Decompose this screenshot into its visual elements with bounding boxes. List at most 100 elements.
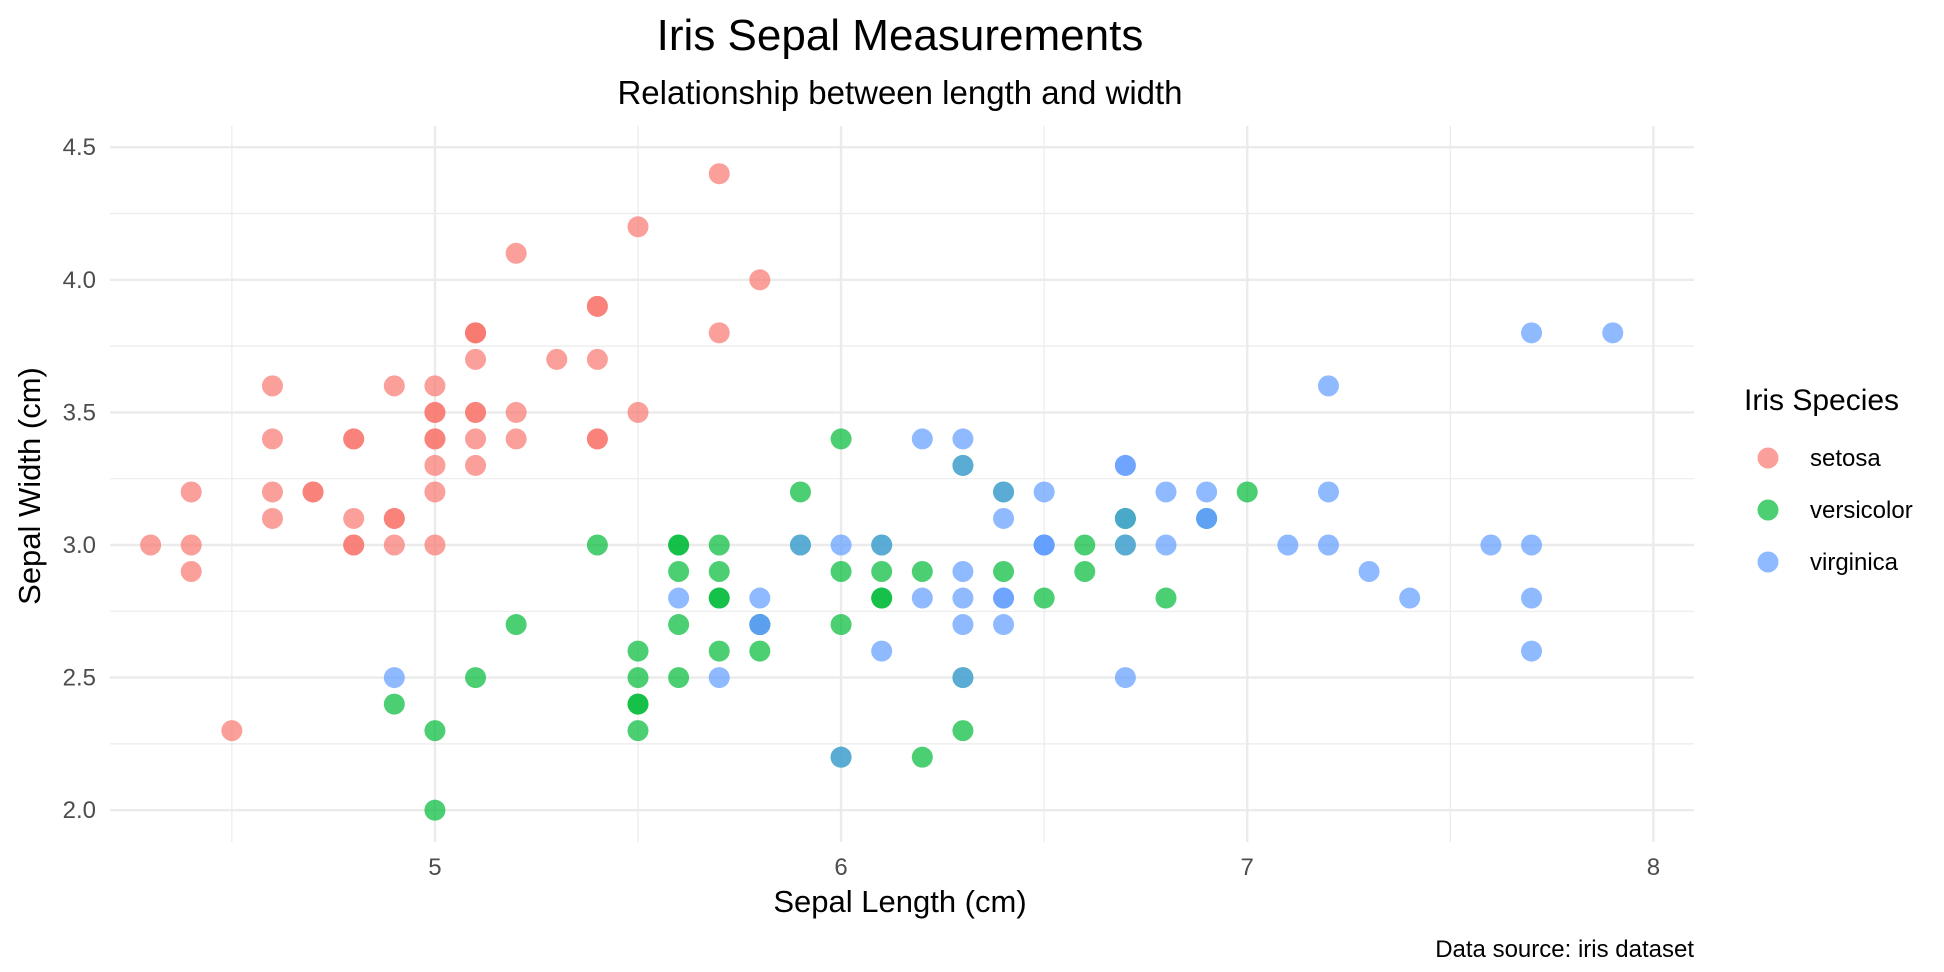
y-tick-label: 2.0 [63,797,96,824]
data-point-virginica [1114,534,1136,556]
data-point-setosa [424,428,446,450]
data-point-setosa [221,720,243,742]
data-point-virginica [708,667,730,689]
data-point-virginica [1033,534,1055,556]
data-point-versicolor [830,614,852,636]
data-point-virginica [749,587,771,609]
data-point-setosa [302,481,324,503]
data-point-versicolor [830,561,852,583]
data-point-setosa [708,322,730,344]
data-point-versicolor [708,561,730,583]
data-point-setosa [465,401,487,423]
data-point-setosa [465,454,487,476]
data-point-virginica [993,587,1015,609]
data-point-versicolor [1074,534,1096,556]
data-point-virginica [1114,667,1136,689]
data-point-virginica [1277,534,1299,556]
data-point-virginica [1521,322,1543,344]
data-point-setosa [505,428,527,450]
data-point-versicolor [789,481,811,503]
y-axis-title: Sepal Width (cm) [12,367,47,605]
data-point-versicolor [627,640,649,662]
data-point-versicolor [1074,561,1096,583]
data-point-virginica [871,534,893,556]
y-tick-label: 3.5 [63,399,96,426]
data-point-virginica [1480,534,1502,556]
x-axis-ticks: 5 6 7 8 [428,854,1660,881]
y-tick-label: 4.0 [63,267,96,294]
data-point-versicolor [708,640,730,662]
data-point-setosa [424,375,446,397]
chart-title: Iris Sepal Measurements [657,11,1144,60]
data-point-versicolor [911,746,933,768]
legend-key-versicolor [1757,499,1779,521]
legend-label-setosa: setosa [1810,445,1881,472]
data-point-versicolor [424,799,446,821]
data-point-virginica [1155,534,1177,556]
data-point-versicolor [627,693,649,715]
chart-subtitle: Relationship between length and width [617,74,1182,111]
data-point-virginica [952,454,974,476]
data-point-setosa [749,269,771,291]
data-point-setosa [424,401,446,423]
y-tick-label: 4.5 [63,134,96,161]
legend-key-virginica [1757,551,1779,573]
data-point-setosa [424,454,446,476]
data-point-setosa [627,401,649,423]
data-point-versicolor [465,667,487,689]
data-point-virginica [668,587,690,609]
data-point-setosa [343,428,365,450]
data-point-virginica [952,667,974,689]
data-point-setosa [586,295,608,317]
data-point-virginica [749,614,771,636]
data-point-virginica [993,614,1015,636]
data-point-versicolor [830,428,852,450]
data-point-virginica [993,507,1015,529]
data-point-versicolor [627,667,649,689]
data-point-versicolor [708,534,730,556]
y-tick-label: 2.5 [63,665,96,692]
data-point-versicolor [871,587,893,609]
data-point-virginica [952,428,974,450]
data-point-setosa [383,534,405,556]
data-point-virginica [871,640,893,662]
data-point-versicolor [668,667,690,689]
data-point-virginica [1521,640,1543,662]
data-point-setosa [180,534,202,556]
data-point-versicolor [1155,587,1177,609]
data-point-versicolor [993,561,1015,583]
legend-title: Iris Species [1744,384,1899,417]
data-point-versicolor [1033,587,1055,609]
data-point-virginica [1196,507,1218,529]
data-point-setosa [343,507,365,529]
data-point-virginica [952,614,974,636]
data-point-virginica [1521,534,1543,556]
data-point-virginica [383,667,405,689]
data-point-setosa [261,428,283,450]
data-point-virginica [1602,322,1624,344]
data-point-setosa [261,481,283,503]
legend-label-versicolor: versicolor [1810,497,1913,524]
legend-key-setosa [1757,447,1779,469]
data-point-setosa [383,507,405,529]
x-tick-label: 5 [428,854,441,881]
data-point-setosa [505,242,527,264]
data-point-setosa [586,348,608,370]
data-point-versicolor [505,614,527,636]
data-point-setosa [505,401,527,423]
data-point-virginica [1155,481,1177,503]
data-point-virginica [911,428,933,450]
data-point-virginica [1196,481,1218,503]
data-point-virginica [1317,481,1339,503]
data-point-versicolor [424,720,446,742]
data-point-setosa [627,216,649,238]
data-point-versicolor [708,587,730,609]
data-point-versicolor [627,720,649,742]
data-points [140,163,1624,821]
data-point-virginica [830,746,852,768]
legend-items: setosa versicolor virginica [1757,445,1913,576]
data-point-virginica [1521,587,1543,609]
data-point-setosa [546,348,568,370]
data-point-setosa [424,534,446,556]
